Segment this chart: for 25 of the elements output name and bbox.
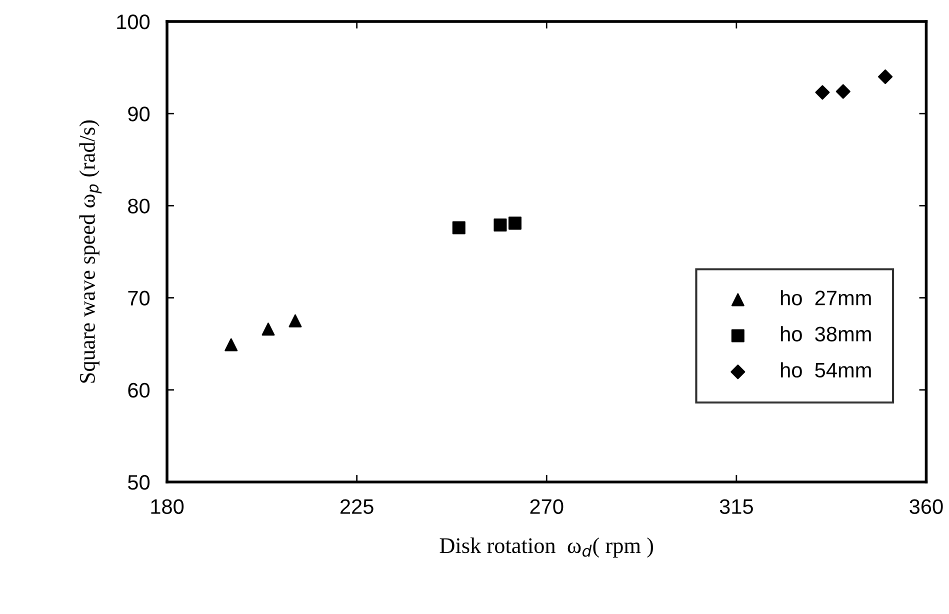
point [262,322,275,336]
point [452,221,466,234]
x-tick-label: 315 [720,499,753,514]
y-tick-label: 80 [128,198,150,214]
point [224,338,238,352]
legend-label: ho 38mm [781,326,871,342]
y-axis-title: Square wave speed ω$_{p}$ (rad/s) [79,120,102,383]
x-axis-title: Disk rotation ω$_{d}$( rpm ) [440,538,653,558]
x-tick-label: 360 [910,499,943,514]
x-tick-label: 180 [151,499,184,514]
y-tick-label: 50 [128,474,150,490]
point [494,218,507,232]
point [836,84,850,99]
y-tick-label: 100 [117,14,150,30]
legend-label: ho 27mm [781,290,871,306]
point [508,216,522,230]
point [288,314,302,328]
y-tick-label: 60 [128,382,150,398]
y-tick-label: 70 [128,290,150,306]
point [815,85,830,100]
y-tick-label: 90 [128,106,150,122]
legend-label: ho 54mm [781,362,871,378]
x-tick-label: 270 [530,499,564,514]
point [878,69,893,84]
x-tick-label: 225 [340,499,374,514]
